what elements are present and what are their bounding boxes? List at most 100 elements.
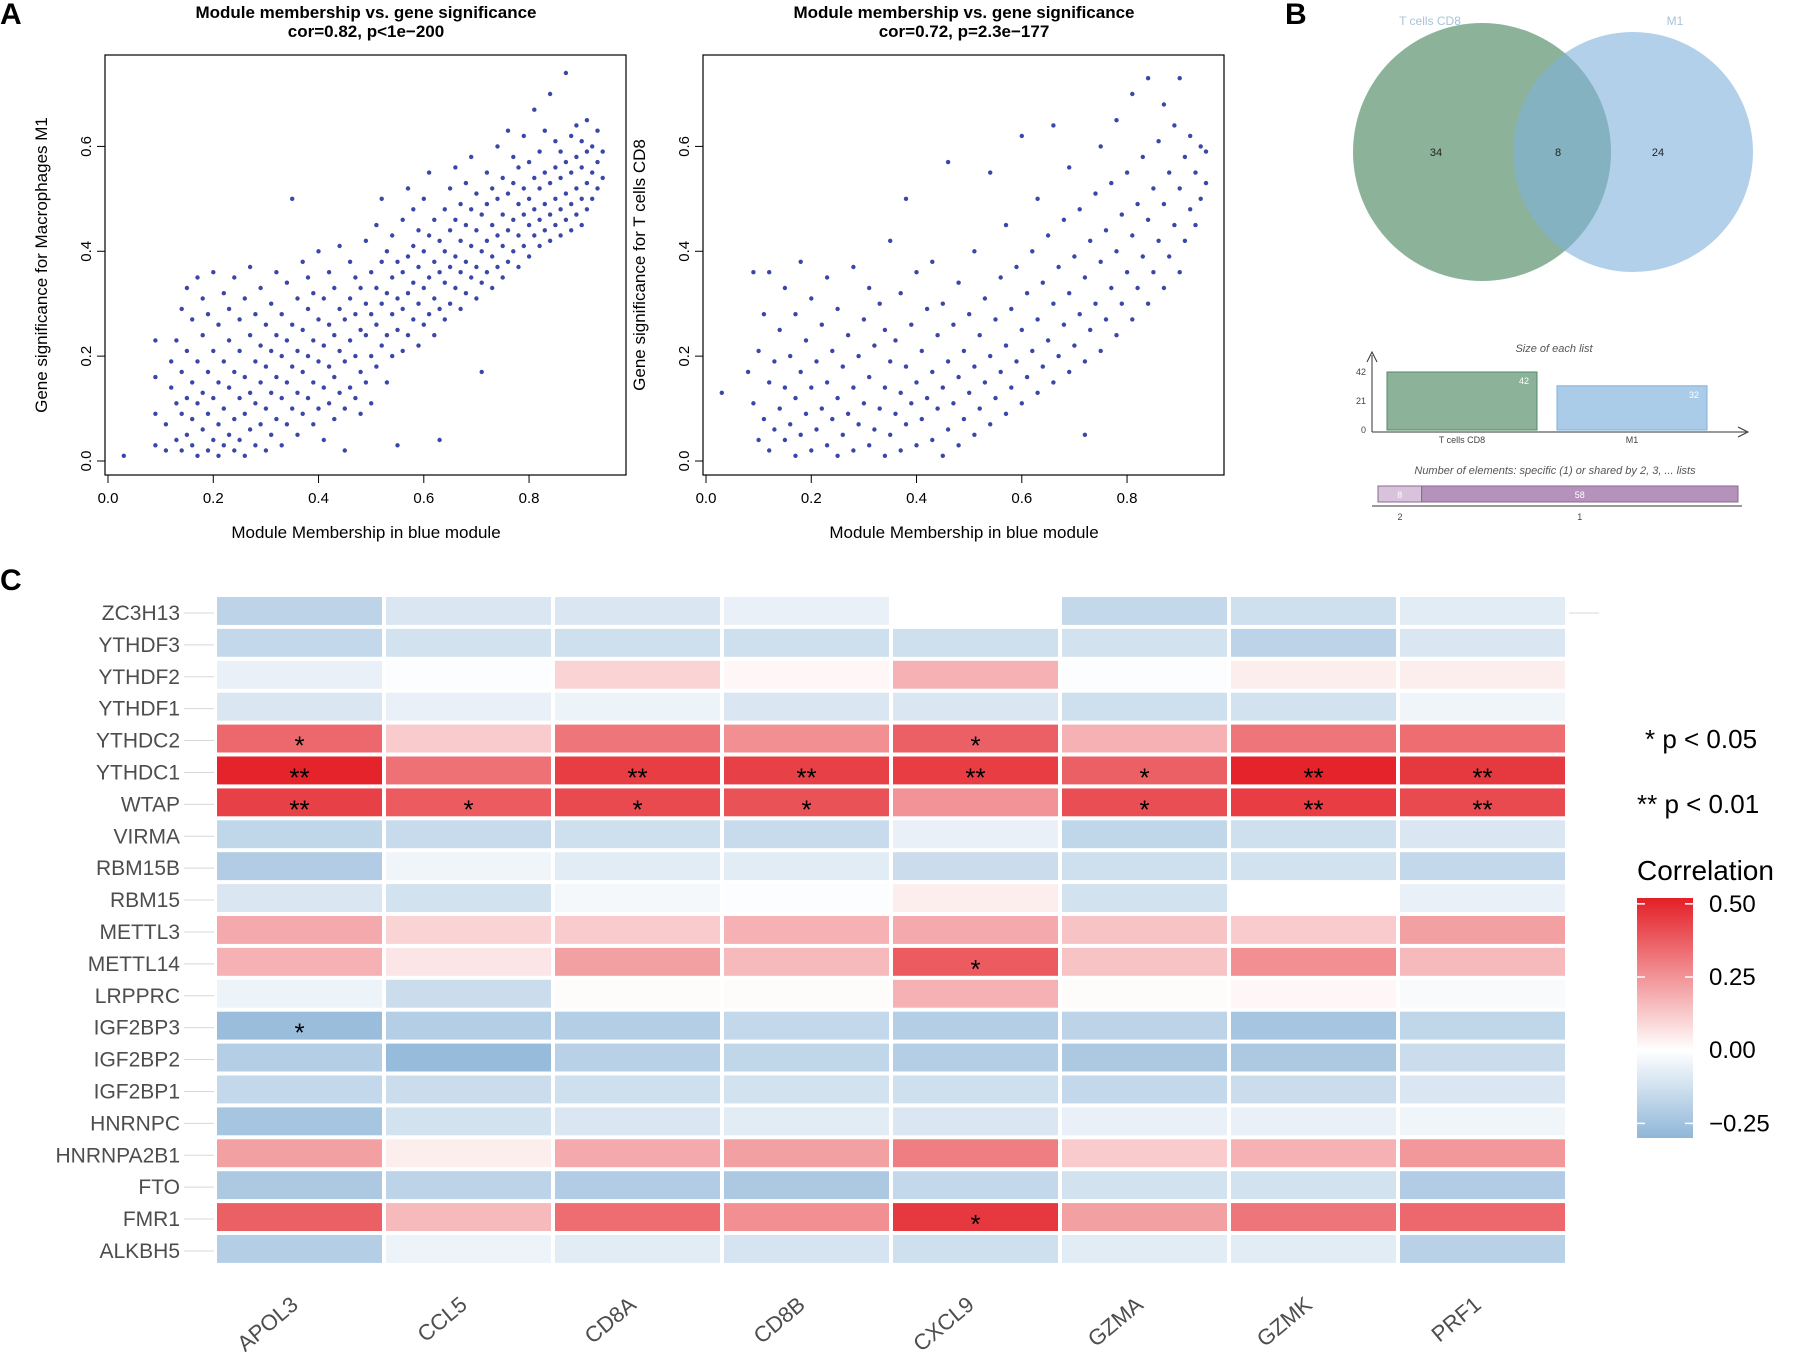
scatter-point [845, 411, 851, 416]
heatmap-cell [724, 597, 889, 625]
scatter-point [395, 327, 400, 333]
significance-mark: ** [965, 762, 985, 792]
scatter-point [258, 422, 263, 427]
scatter-point [490, 254, 495, 259]
scatter-point [290, 322, 295, 327]
size-y-ticks: 0 21 42 [1356, 367, 1366, 435]
scatter-point [1182, 154, 1188, 160]
scatter-point [374, 364, 379, 369]
scatter-point [882, 327, 888, 333]
scatter-point [840, 432, 845, 437]
scatter-point [400, 270, 405, 275]
scatter-title: Module membership vs. gene significance [793, 3, 1134, 22]
scatter-point [1072, 254, 1077, 259]
scatter-point [405, 186, 411, 191]
scatter-point [232, 369, 237, 375]
colorbar-tick-label: 0.25 [1709, 964, 1756, 991]
scatter-point [1003, 411, 1009, 416]
heatmap-cell [1062, 884, 1227, 912]
scatter-point [516, 165, 521, 170]
x-tick-label: 0.4 [308, 490, 329, 507]
scatter-point [867, 443, 872, 448]
scatter-point [1003, 343, 1009, 348]
scatter-point [332, 285, 337, 291]
scatter-point [237, 348, 242, 354]
heatmap-cell [893, 852, 1058, 881]
scatter-point [211, 437, 216, 443]
scatter-point [495, 264, 500, 270]
scatter-point [584, 180, 590, 186]
scatter-point [174, 338, 179, 343]
x-tick-label: 0.8 [1117, 490, 1138, 507]
scatter-point [300, 411, 305, 416]
x-tick-label: 0.4 [906, 490, 927, 507]
scatter-point [211, 395, 216, 401]
scatter-point [814, 427, 819, 432]
scatter-point [967, 312, 972, 317]
element-bar-axis-label: 1 [1577, 512, 1582, 522]
scatter-point [1188, 133, 1193, 139]
heatmap-cell [555, 979, 720, 1008]
heatmap-cell [1231, 597, 1396, 625]
scatter-point [205, 369, 211, 375]
scatter-point [542, 128, 547, 133]
scatter-point [437, 270, 442, 275]
scatter-point [479, 249, 484, 254]
heatmap-cell [1062, 1139, 1227, 1168]
heatmap-cell [555, 660, 720, 689]
heatmap-column-label: GZMK [1252, 1291, 1317, 1351]
heatmap-cell [555, 788, 720, 817]
heatmap-cell [386, 1139, 551, 1168]
scatter-point [295, 390, 300, 395]
scatter-point [579, 196, 584, 201]
scatter-point [1045, 233, 1051, 238]
scatter-point [432, 333, 437, 338]
heatmap-cell [724, 1043, 889, 1072]
scatter-point [830, 416, 835, 422]
x-tick-label: 0.8 [519, 490, 540, 507]
scatter-point [426, 233, 432, 238]
scatter-point [956, 374, 961, 380]
scatter-point [1051, 301, 1056, 306]
scatter-point [263, 448, 269, 453]
heatmap-row-label: YTHDC2 [96, 730, 180, 753]
heatmap-cell [1400, 660, 1565, 689]
heatmap-cell [555, 724, 720, 753]
scatter-point [500, 275, 505, 280]
heatmap-cell [555, 1043, 720, 1072]
scatter-point [1098, 144, 1103, 149]
heatmap-cell [724, 724, 889, 753]
size-y-tick-label: 42 [1356, 367, 1366, 377]
scatter-point [169, 385, 174, 390]
heatmap-cell [724, 1011, 889, 1040]
scatter-point [772, 359, 777, 364]
scatter-subtitle: cor=0.72, p=2.3e−177 [879, 22, 1050, 41]
scatter-point [274, 416, 279, 422]
scatter-point [756, 437, 761, 443]
heatmap-row-label: METTL3 [99, 921, 180, 944]
heatmap-cell [893, 788, 1058, 817]
scatter-point [484, 270, 490, 275]
scatter-point [179, 448, 184, 453]
y-tick-label: 0.6 [676, 136, 693, 157]
heatmap-cell [217, 884, 382, 912]
heatmap-cell [1062, 820, 1227, 849]
scatter-point [411, 243, 416, 249]
scatter-point [961, 416, 967, 422]
scatter-point [1145, 301, 1151, 306]
scatter-point [1156, 238, 1161, 243]
scatter-point [835, 306, 840, 312]
scatter-point [216, 422, 221, 427]
heatmap-cell [893, 1139, 1058, 1168]
scatter-point [767, 380, 772, 385]
scatter-point [353, 395, 358, 401]
heatmap-cell [386, 1203, 551, 1231]
heatmap-column-label: PRF1 [1427, 1292, 1486, 1347]
scatter-point [840, 364, 845, 369]
heatmap-cell [386, 756, 551, 785]
scatter-point [353, 312, 358, 317]
scatter-point [221, 359, 226, 364]
scatter-point [521, 133, 526, 139]
scatter-point [951, 401, 956, 406]
scatter-point [469, 154, 474, 160]
